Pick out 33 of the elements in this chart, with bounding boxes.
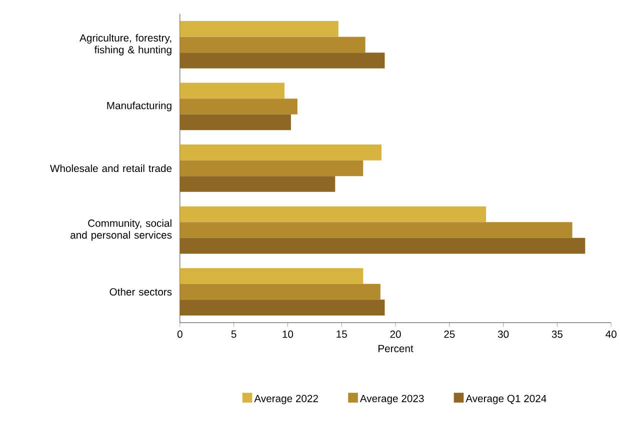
x-axis-title: Percent [378, 344, 414, 352]
x-tick-label: 40 [606, 330, 616, 338]
bar [180, 160, 364, 176]
bar [180, 284, 380, 300]
bar [180, 114, 291, 130]
bar [180, 238, 586, 254]
y-tick-label: Community, social and personal services [70, 219, 172, 241]
bar [180, 144, 382, 160]
bar [180, 176, 336, 192]
bar [180, 206, 486, 222]
bar [180, 36, 366, 52]
bar [180, 268, 364, 284]
legend-label: Average Q1 2024 [466, 394, 546, 404]
bar [180, 82, 284, 98]
y-tick-label: Manufacturing [107, 102, 172, 112]
x-tick-label: 25 [444, 330, 455, 338]
y-tick-label: Other sectors [110, 288, 172, 296]
x-tick-label: 0 [177, 330, 182, 338]
x-tick-label: 35 [552, 330, 563, 338]
y-tick-label: Wholesale and retail trade [50, 164, 172, 172]
x-tick-label: 5 [231, 330, 236, 338]
bar [180, 300, 385, 316]
bar [180, 222, 572, 238]
x-tick-label: 10 [282, 330, 294, 338]
bar [180, 98, 298, 114]
bar [180, 20, 338, 37]
legend-label: Average 2022 [254, 394, 318, 404]
x-tick-label: 15 [336, 330, 347, 338]
bar [180, 52, 385, 68]
y-tick-label: Agriculture, forestry, fishing & hunting [80, 34, 172, 56]
legend-label: Average 2023 [360, 394, 424, 404]
x-tick-label: 20 [390, 330, 401, 338]
x-tick-label: 30 [498, 330, 509, 338]
